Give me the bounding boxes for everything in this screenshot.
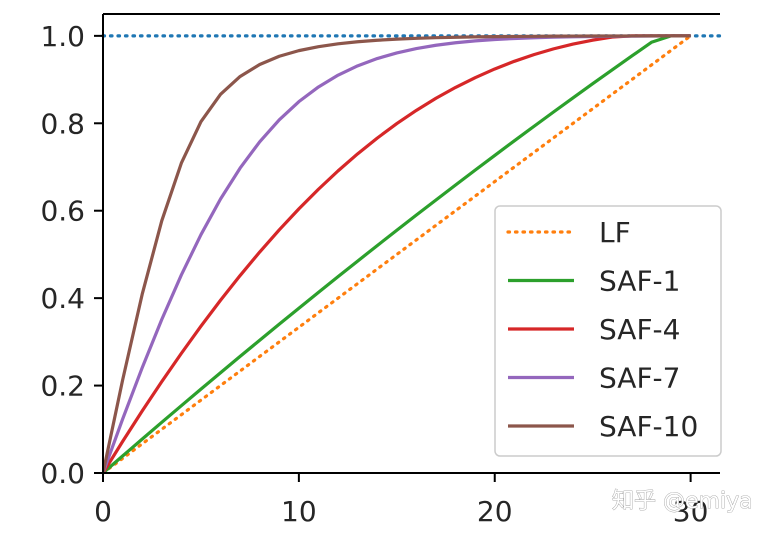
legend-label-saf-7: SAF-7 <box>599 362 680 395</box>
plot-area <box>101 34 722 475</box>
legend-label-saf-4: SAF-4 <box>599 313 680 346</box>
series-line-saf-10 <box>103 34 691 474</box>
legend-label-lf: LF <box>599 216 631 249</box>
y-tick-label: 0.4 <box>40 282 85 315</box>
y-tick-label: 1.0 <box>40 20 85 53</box>
series-line-saf-4 <box>103 34 691 474</box>
y-tick-label: 0.2 <box>40 370 85 403</box>
series-line-saf-1 <box>103 34 691 475</box>
x-tick-label: 0 <box>94 495 112 528</box>
x-tick-label: 30 <box>673 495 709 528</box>
legend-label-saf-10: SAF-10 <box>599 410 698 443</box>
legend-label-saf-1: SAF-1 <box>599 265 680 298</box>
y-tick-label: 0.8 <box>40 107 85 140</box>
y-tick-label: 0.6 <box>40 195 85 228</box>
legend: LF SAF-1 SAF-4 SAF-7 SAF-10 <box>494 205 722 457</box>
watermark-text: 知乎 @emiya <box>612 489 753 514</box>
x-tick-label: 20 <box>477 495 513 528</box>
x-tick-label: 10 <box>281 495 317 528</box>
axes: 0.0 0.2 0.4 0.6 0.8 1.0 0 10 20 30 <box>40 13 720 528</box>
y-tick-label: 0.0 <box>40 457 85 490</box>
legend-box <box>494 205 722 457</box>
series-line-lf <box>103 34 693 475</box>
